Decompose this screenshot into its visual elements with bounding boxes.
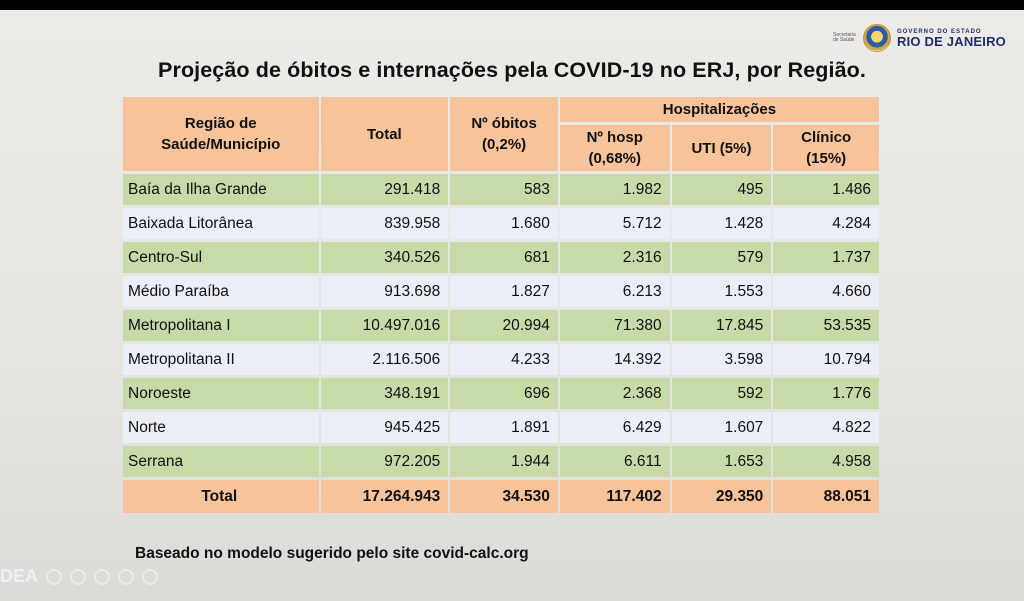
- table-total-row: Total 17.264.943 34.530 117.402 29.350 8…: [123, 480, 879, 513]
- cell-uti: 579: [671, 242, 772, 273]
- player-control-icon[interactable]: [94, 568, 111, 585]
- cell-region: Metropolitana II: [123, 344, 319, 375]
- cell-uti: 495: [671, 174, 772, 205]
- table-subheader-row: Nº hosp (0,68%) UTI (5%) Clínico (15%): [123, 125, 879, 171]
- slide-title: Projeção de óbitos e internações pela CO…: [158, 58, 866, 82]
- player-control-icon[interactable]: [142, 568, 159, 585]
- table-row: Médio Paraíba 913.698 1.827 6.213 1.553 …: [123, 276, 879, 307]
- cell-obitos: 696: [450, 378, 558, 409]
- cell-hosp: 117.402: [559, 480, 670, 513]
- cell-clinico: 1.776: [773, 378, 879, 409]
- cell-hosp: 6.429: [559, 412, 670, 443]
- player-control-icon[interactable]: [70, 568, 87, 585]
- cell-clinico: 4.822: [773, 412, 879, 443]
- cell-clinico: 4.958: [773, 446, 879, 477]
- cell-total-label: Total: [123, 480, 319, 513]
- cell-total: 340.526: [320, 242, 449, 273]
- cell-hosp: 1.982: [559, 174, 670, 205]
- table-row: Metropolitana I 10.497.016 20.994 71.380…: [123, 310, 879, 341]
- cell-obitos: 1.891: [450, 412, 558, 443]
- cell-clinico: 1.486: [773, 174, 879, 205]
- cell-obitos: 34.530: [450, 480, 558, 513]
- cell-clinico: 10.794: [773, 344, 879, 375]
- header-clinico: Clínico (15%): [773, 125, 879, 171]
- cell-region: Metropolitana I: [123, 310, 319, 341]
- cell-obitos: 1.680: [450, 208, 558, 239]
- cell-total: 2.116.506: [320, 344, 449, 375]
- watermark-text: DEA: [0, 566, 39, 586]
- government-wordmark: GOVERNO DO ESTADO RIO DE JANEIRO: [897, 29, 1006, 48]
- cell-total: 945.425: [320, 412, 449, 443]
- cell-uti: 17.845: [671, 310, 772, 341]
- header-uti: UTI (5%): [671, 125, 772, 171]
- table-header-row: Região de Saúde/Município Total Nº óbito…: [123, 97, 879, 171]
- government-logo: Secretaria de Saúde GOVERNO DO ESTADO RI…: [833, 24, 1006, 52]
- secretaria-label: Secretaria de Saúde: [833, 32, 856, 43]
- header-region: Região de Saúde/Município: [123, 97, 319, 171]
- cell-hosp: 6.213: [559, 276, 670, 307]
- cell-hosp: 5.712: [559, 208, 670, 239]
- header-hospitalizacoes: Hospitalizações: [559, 97, 879, 122]
- table-row: Baía da Ilha Grande 291.418 583 1.982 49…: [123, 174, 879, 205]
- cell-hosp: 2.316: [559, 242, 670, 273]
- cell-obitos: 1.944: [450, 446, 558, 477]
- cell-obitos: 4.233: [450, 344, 558, 375]
- header-total: Total: [320, 97, 449, 171]
- cell-total: 10.497.016: [320, 310, 449, 341]
- table-row: Norte 945.425 1.891 6.429 1.607 4.822: [123, 412, 879, 443]
- cell-obitos: 583: [450, 174, 558, 205]
- table-row: Centro-Sul 340.526 681 2.316 579 1.737: [123, 242, 879, 273]
- cell-total: 972.205: [320, 446, 449, 477]
- cell-uti: 29.350: [671, 480, 772, 513]
- state-emblem-icon: [863, 24, 892, 52]
- header-obitos: Nº óbitos (0,2%): [450, 97, 558, 171]
- cell-region: Baía da Ilha Grande: [123, 174, 319, 205]
- table-row: Serrana 972.205 1.944 6.611 1.653 4.958: [123, 446, 879, 477]
- cell-uti: 3.598: [671, 344, 772, 375]
- cell-obitos: 1.827: [450, 276, 558, 307]
- gov-big-text: RIO DE JANEIRO: [897, 33, 1006, 49]
- cell-uti: 1.607: [671, 412, 772, 443]
- cell-region: Noroeste: [123, 378, 319, 409]
- cell-clinico: 4.660: [773, 276, 879, 307]
- cell-hosp: 14.392: [559, 344, 670, 375]
- cell-region: Baixada Litorânea: [123, 208, 319, 239]
- table-row: Noroeste 348.191 696 2.368 592 1.776: [123, 378, 879, 409]
- cell-clinico: 88.051: [773, 480, 879, 513]
- table-row: Baixada Litorânea 839.958 1.680 5.712 1.…: [123, 208, 879, 239]
- cell-region: Médio Paraíba: [123, 276, 319, 307]
- cell-total: 291.418: [320, 174, 449, 205]
- table-row: Metropolitana II 2.116.506 4.233 14.392 …: [123, 344, 879, 375]
- cell-uti: 1.428: [671, 208, 772, 239]
- cell-hosp: 2.368: [559, 378, 670, 409]
- cell-hosp: 6.611: [559, 446, 670, 477]
- cell-uti: 592: [671, 378, 772, 409]
- cell-uti: 1.653: [671, 446, 772, 477]
- cell-hosp: 71.380: [559, 310, 670, 341]
- cell-obitos: 20.994: [450, 310, 558, 341]
- cell-clinico: 4.284: [773, 208, 879, 239]
- cell-clinico: 1.737: [773, 242, 879, 273]
- cell-region: Centro-Sul: [123, 242, 319, 273]
- player-watermark: DEA: [0, 566, 159, 587]
- cell-uti: 1.553: [671, 276, 772, 307]
- cell-obitos: 681: [450, 242, 558, 273]
- projection-table: Região de Saúde/Município Total Nº óbito…: [121, 94, 881, 516]
- cell-total: 17.264.943: [320, 480, 449, 513]
- gov-small-text: GOVERNO DO ESTADO: [897, 28, 982, 35]
- player-control-icon[interactable]: [118, 568, 135, 585]
- top-black-bar: [0, 0, 1024, 10]
- player-control-icon[interactable]: [46, 568, 63, 585]
- cell-total: 839.958: [320, 208, 449, 239]
- source-footnote: Baseado no modelo sugerido pelo site cov…: [135, 545, 529, 562]
- cell-total: 913.698: [320, 276, 449, 307]
- slide: Secretaria de Saúde GOVERNO DO ESTADO RI…: [0, 10, 1024, 601]
- cell-region: Serrana: [123, 446, 319, 477]
- cell-total: 348.191: [320, 378, 449, 409]
- cell-region: Norte: [123, 412, 319, 443]
- cell-clinico: 53.535: [773, 310, 879, 341]
- header-hosp: Nº hosp (0,68%): [559, 125, 670, 171]
